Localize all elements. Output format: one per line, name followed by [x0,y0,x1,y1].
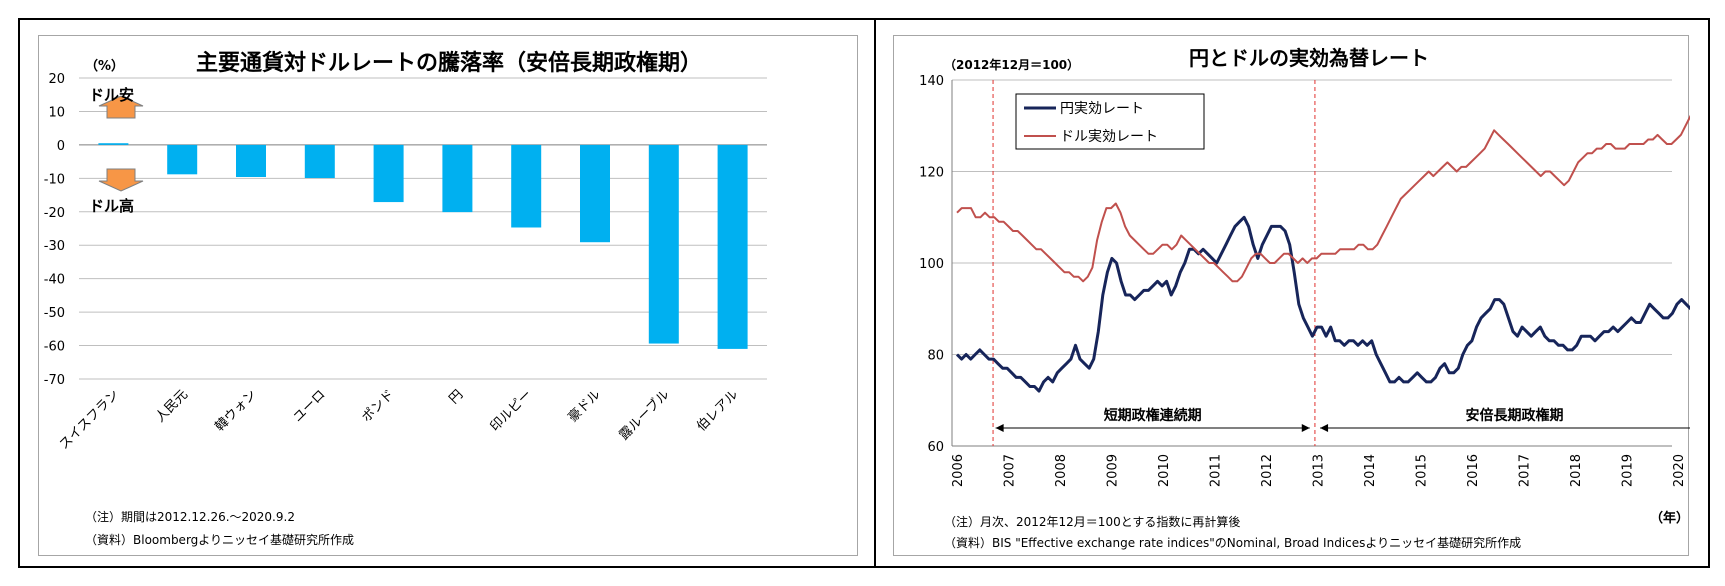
bar-6 [442,144,473,213]
bar-y-tick-label: -60 [44,340,65,355]
bar-y-tick-label: -40 [44,273,65,288]
bar-7 [511,144,542,228]
arrow-right-icon [1301,424,1310,432]
line-x-tick-label: 2007 [1003,454,1018,487]
line-x-tick-label: 2016 [1466,454,1481,487]
bar-chart-y-axis: 20 10 0 -10 -20 -30 -40 -50 -60 -70 [44,72,65,388]
series-line-dollar [956,106,1710,283]
bar-9 [648,144,679,344]
bar-chart-ylabel: （%） [85,58,124,74]
bar-x-tick-label: 印ルピー [488,387,535,434]
bar-y-tick-label: 20 [48,72,65,87]
bar-x-tick-label: 人民元 [153,387,191,425]
line-x-tick-label: 2015 [1415,454,1430,487]
bar-y-tick-label: 0 [57,139,65,154]
bar-2 [167,144,198,175]
bar-x-tick-label: 韓ウォン [212,387,259,434]
bar-x-tick-label: 伯レアル [694,387,741,434]
line-chart-note: （注）月次、2012年12月＝100とする指数に再計算後 [944,514,1240,529]
bar-chart-x-axis: スイスフラン 人民元 韓ウォン ユーロ ポンド 円 印ルピー 豪ドル 露ルーブル 伯レアル [57,387,742,453]
line-x-tick-label: 2010 [1157,454,1172,487]
bar-4 [304,144,335,178]
period-arrows: 短期政権連続期 安倍長期政権期 [995,407,1709,432]
bar-8 [580,144,610,243]
legend-label-dollar: ドル実効レート [1060,129,1158,145]
bar-y-tick-label: -30 [44,239,65,254]
bar-y-tick-label: -70 [44,373,65,388]
arrow-down-icon [98,168,144,192]
line-x-tick-label: 2013 [1312,454,1327,487]
line-y-tick-label: 80 [927,349,944,364]
line-x-tick-label: 2019 [1621,454,1636,487]
period-boundaries [992,80,1316,446]
series-line-yen [955,215,1710,393]
bar-10 [717,144,748,349]
bar-chart-title: 主要通貨対ドルレートの騰落率（安倍長期政権期） [196,50,702,76]
bar-chart-panel: 主要通貨対ドルレートの騰落率（安倍長期政権期） （%） 20 10 0 -10 -20 -… [38,35,858,556]
line-y-tick-label: 140 [919,74,944,89]
line-x-tick-label: 2009 [1106,454,1121,487]
bar-chart: 主要通貨対ドルレートの騰落率（安倍長期政権期） （%） 20 10 0 -10 -20 -… [44,50,767,547]
bar-x-tick-label: 豪ドル [565,387,604,426]
bar-x-tick-label: 露ルーブル [616,387,673,444]
line-y-tick-label: 120 [919,166,944,181]
line-chart-legend-box [1015,93,1205,150]
line-x-tick-label: 2006 [951,454,966,487]
line-x-tick-label: 2011 [1209,454,1224,487]
bar-x-tick-label: ポンド [359,387,397,425]
bar-5 [373,144,404,203]
bar-y-tick-label: -20 [44,206,65,221]
line-y-tick-label: 100 [919,257,944,272]
line-x-tick-label: 2014 [1363,454,1378,487]
bar-1 [98,143,129,145]
line-chart-title: 円とドルの実効為替レート [1189,46,1429,70]
panel-divider [874,18,876,568]
line-x-tick-label: 2008 [1054,454,1069,487]
bar-y-tick-label: 10 [48,105,65,120]
line-x-tick-label: 2017 [1518,454,1533,487]
line-chart-gridlines [951,79,1672,447]
legend-label-yen: 円実効レート [1060,101,1144,117]
line-chart-ylabel: （2012年12月＝100） [944,57,1079,72]
bar-y-tick-label: -10 [44,172,65,187]
arrow-left-icon [995,424,1004,432]
bar-x-tick-label: スイスフラン [57,387,122,452]
line-chart-y-axis: 60 80 100 120 140 [919,74,944,455]
line-x-tick-label: 2018 [1569,454,1584,487]
bar-3 [236,144,266,177]
line-chart-xlabel: （年） [1650,510,1689,526]
annotation-dollar-weak: ドル安 [89,86,134,104]
arrow-up-icon [98,95,144,119]
period-label: 短期政権連続期 [1104,407,1202,424]
annotation-dollar-strong: ドル高 [89,197,134,215]
bar-chart-bars [98,143,748,349]
line-chart: 円とドルの実効為替レート （2012年12月＝100） 60 80 100 120 14… [919,46,1710,550]
bar-x-tick-label: ユーロ [290,387,328,425]
bar-chart-note: （注）期間は2012.12.26.～2020.9.2 [85,509,295,524]
bar-x-tick-label: 円 [446,387,466,407]
bar-chart-source: （資料）Bloombergよりニッセイ基礎研究所作成 [85,532,354,547]
bar-chart-arrows [98,95,144,192]
figure-frame [18,18,1710,568]
period-label: 安倍長期政権期 [1465,407,1563,424]
arrow-left-icon [1320,424,1329,432]
line-y-tick-label: 60 [927,440,944,455]
line-chart-x-axis: 2006 2007 2008 2009 2010 2011 2012 2013 2014 2015… [951,454,1687,487]
line-chart-panel: 円とドルの実効為替レート （2012年12月＝100） 60 80 100 120 14… [893,35,1710,556]
line-x-tick-label: 2012 [1260,454,1275,487]
bar-y-tick-label: -50 [44,306,65,321]
line-chart-series [955,106,1710,393]
line-x-tick-label: 2020 [1672,454,1687,487]
line-chart-source: （資料）BIS "Effective exchange rate indices… [944,535,1521,550]
